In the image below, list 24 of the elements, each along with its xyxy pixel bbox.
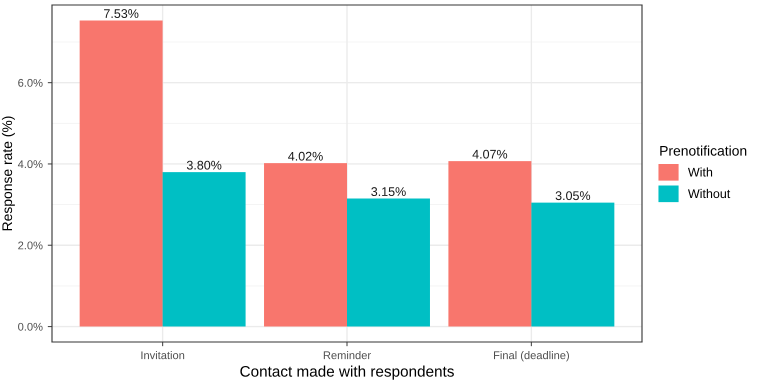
bar bbox=[531, 202, 614, 327]
bar bbox=[80, 20, 163, 327]
bar bbox=[162, 172, 246, 327]
x-tick-label: Final (deadline) bbox=[494, 351, 569, 362]
data-label: 3.05% bbox=[556, 191, 590, 200]
y-tick-label: 6.0% bbox=[18, 78, 43, 87]
x-axis-title: Contact made with respondents bbox=[240, 366, 454, 380]
data-label: 4.02% bbox=[288, 152, 323, 161]
y-tick-label: 2.0% bbox=[18, 242, 43, 250]
bar bbox=[448, 161, 532, 327]
bar bbox=[347, 198, 430, 327]
legend-label: With bbox=[688, 167, 712, 177]
data-label: 4.07% bbox=[472, 150, 508, 159]
y-tick-label: 4.0% bbox=[18, 160, 43, 168]
legend-title: Prenotification bbox=[660, 146, 746, 156]
data-label: 3.80% bbox=[186, 160, 222, 170]
y-tick-label: 0.0% bbox=[18, 322, 43, 331]
y-axis-title: Response rate (%) bbox=[2, 116, 15, 230]
data-label: 7.53% bbox=[104, 9, 138, 18]
x-tick-label: Reminder bbox=[324, 351, 371, 360]
bar bbox=[264, 163, 347, 327]
legend-label: Without bbox=[688, 188, 730, 198]
x-tick-label: Invitation bbox=[141, 351, 184, 360]
data-label: 3.15% bbox=[371, 187, 406, 196]
